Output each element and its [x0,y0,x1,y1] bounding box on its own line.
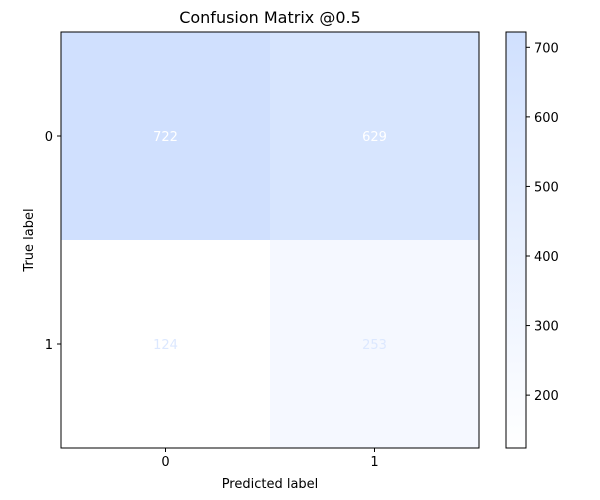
y-tick-label: 1 [45,338,53,353]
cell-value-label: 253 [362,338,387,353]
colorbar-tick-label: 200 [534,389,559,404]
cell-value-label: 124 [153,338,178,353]
plot-frame [60,31,480,449]
colorbar-axis: 200 300 400 500 600 700 [526,41,559,404]
y-axis-label: True label [22,208,37,272]
colorbar [505,31,527,449]
cell-value-label: 629 [362,130,387,145]
colorbar-tick-label: 500 [534,180,559,195]
heatmap-value-labels: 722 629 124 253 [153,130,387,353]
colorbar-tick-label: 700 [534,41,559,56]
colorbar-tick-label: 400 [534,250,559,265]
heatmap-cell [61,32,270,240]
heatmap-cells [61,32,479,448]
x-tick-label: 0 [161,455,169,470]
x-axis-label: Predicted label [222,477,319,492]
heatmap-cell [270,32,479,240]
y-axis: 01 [45,130,61,353]
heatmap-cell [270,240,479,448]
colorbar-tick-label: 600 [534,111,559,126]
y-tick-label: 0 [45,130,53,145]
colorbar-tick-label: 300 [534,320,559,335]
x-tick-label: 1 [370,455,378,470]
heatmap-cell [61,240,270,448]
cell-value-label: 722 [153,130,178,145]
chart-title: Confusion Matrix @0.5 [179,8,361,27]
